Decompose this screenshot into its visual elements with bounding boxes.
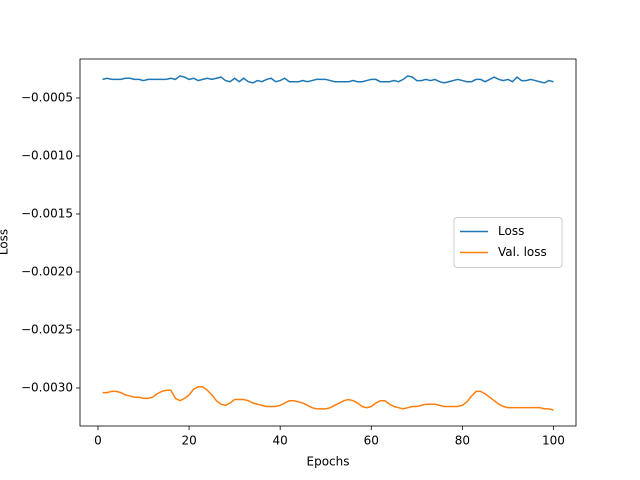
legend-box (453, 217, 563, 268)
legend-label: Loss (498, 224, 524, 238)
x-tick-label: 60 (364, 434, 379, 448)
x-tick-label: 40 (273, 434, 288, 448)
legend-label: Val. loss (498, 245, 547, 259)
plot-frame (79, 58, 577, 427)
y-tick-label: −0.0005 (21, 90, 73, 104)
x-axis-label: Epochs (307, 455, 350, 469)
y-tick-label: −0.0030 (21, 380, 73, 394)
x-tick-label: 80 (455, 434, 470, 448)
y-tick-label: −0.0025 (21, 322, 73, 336)
y-tick-label: −0.0015 (21, 206, 73, 220)
x-tick-label: 100 (542, 434, 565, 448)
x-tick-label: 20 (181, 434, 196, 448)
y-tick-label: −0.0010 (21, 148, 73, 162)
line-series (102, 386, 554, 411)
line-series (102, 75, 554, 84)
y-axis-label: Loss (0, 229, 11, 255)
x-tick-label: 0 (94, 434, 102, 448)
y-tick-label: −0.0020 (21, 264, 73, 278)
